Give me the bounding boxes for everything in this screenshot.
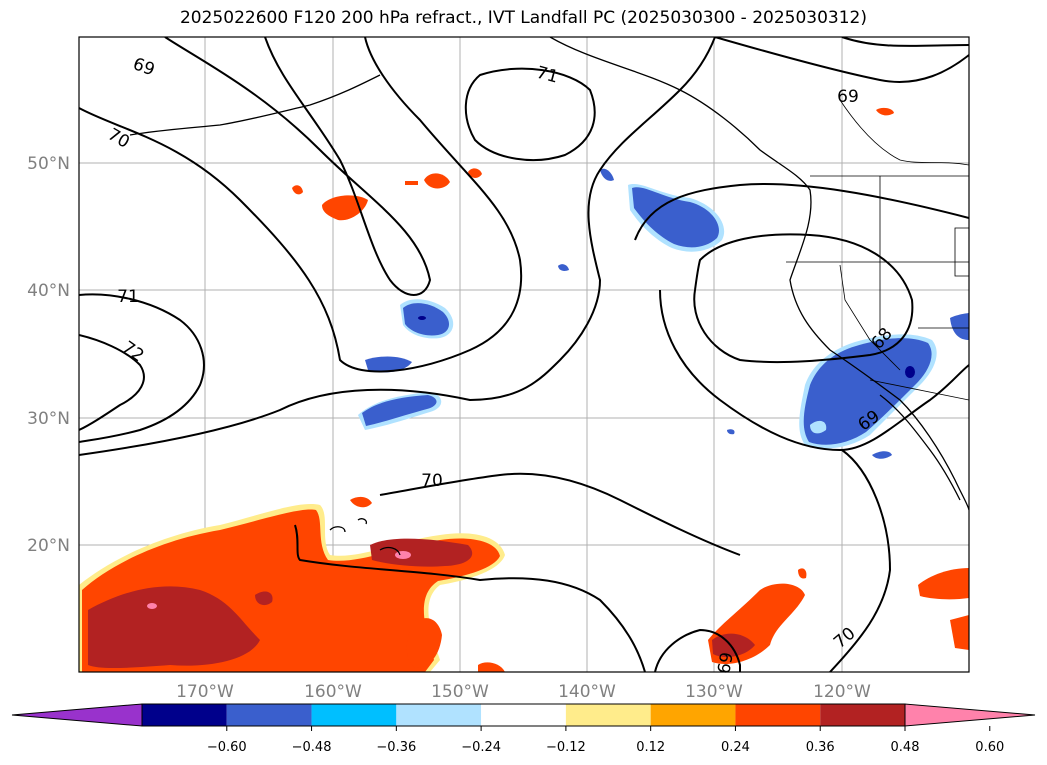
- contour-70-lower: [379, 472, 741, 556]
- map-title: 2025022600 F120 200 hPa refract., IVT La…: [179, 8, 867, 28]
- lon-label-120w: 120°W: [813, 682, 871, 702]
- contour-69-upper-left: [79, 37, 523, 373]
- colorbar-tick-label: −0.48: [292, 740, 332, 755]
- colorbar-tick-label: −0.24: [461, 740, 501, 755]
- contour-71-closed: [464, 67, 596, 161]
- lat-label-40n: 40°N: [27, 281, 70, 301]
- aleutian-coast: [129, 74, 381, 136]
- map-border: [78, 36, 970, 673]
- state-border-middle: [786, 261, 881, 330]
- latitude-labels: 50°N 40°N 30°N 20°N: [27, 154, 70, 556]
- contour-70-left: [164, 37, 432, 296]
- colorbar-tick-label: 0.48: [891, 740, 920, 755]
- colorbar-extend-low: [11, 703, 143, 727]
- colorbar-segment: [396, 704, 482, 726]
- contour-72-left: [79, 334, 145, 431]
- contour-70-lower-left: [294, 524, 646, 672]
- hawaii-islands: [329, 518, 401, 556]
- contour-label-69-b: 69: [837, 87, 859, 107]
- lon-label-130w: 130°W: [685, 682, 743, 702]
- contour-label-70-b: 70: [421, 471, 443, 491]
- lon-label-150w: 150°W: [431, 682, 489, 702]
- colorbar-segment: [565, 704, 651, 726]
- contour-69-bottom: [654, 628, 741, 672]
- colorbar: −0.60 −0.48 −0.36 −0.24 −0.12 0.12 0.24 0.36 0.4…: [11, 703, 1036, 755]
- lat-label-30n: 30°N: [27, 409, 70, 429]
- colorbar-segment: [735, 704, 821, 726]
- colorbar-segment: [142, 704, 227, 726]
- colorbar-segment: [650, 704, 736, 726]
- negative-anomaly-fills: [358, 168, 969, 459]
- north-america-west-coast: [549, 37, 969, 511]
- colorbar-tick-label: 0.60: [975, 740, 1004, 755]
- contour-70-top: [841, 37, 969, 47]
- colorbar-tick-label: −0.12: [546, 740, 586, 755]
- colorbar-tick-label: 0.12: [636, 740, 665, 755]
- us-mexico-border: [869, 379, 969, 401]
- colorbar-segment: [311, 704, 397, 726]
- colorbar-tick-label: 0.36: [806, 740, 835, 755]
- contour-label-69-d: 69: [714, 651, 737, 676]
- contour-69-top-right: [714, 37, 969, 83]
- contour-69-middle-right: [634, 183, 969, 241]
- colorbar-extend-high: [904, 703, 1036, 727]
- colorbar-segment: [226, 704, 312, 726]
- colorbar-segment: [820, 704, 905, 726]
- state-border-box: [954, 227, 969, 277]
- contour-70-bottom-right: [829, 449, 892, 672]
- canada-inland-line: [839, 99, 969, 166]
- colorbar-tick-label: −0.60: [207, 740, 247, 755]
- colorbar-outline: [141, 703, 906, 727]
- lat-label-20n: 20°N: [27, 536, 70, 556]
- positive-anomaly-fills: [79, 107, 969, 672]
- lon-label-160w: 160°W: [304, 682, 362, 702]
- refractivity-contours: [79, 37, 969, 672]
- colorbar-segment: [481, 704, 566, 726]
- longitude-labels: 170°W 160°W 150°W 140°W 130°W 120°W: [176, 682, 871, 702]
- coastlines: [129, 37, 969, 556]
- lon-label-170w: 170°W: [176, 682, 234, 702]
- lon-label-140w: 140°W: [558, 682, 616, 702]
- political-borders: [786, 99, 969, 401]
- contour-label-71-b: 71: [117, 287, 139, 307]
- contour-69-lower-right: [659, 289, 969, 452]
- state-border-california: [839, 264, 901, 371]
- colorbar-tick-label: 0.24: [721, 740, 750, 755]
- contour-70-middle: [79, 37, 716, 456]
- contour-68-closed: [693, 233, 914, 364]
- lat-label-50n: 50°N: [27, 154, 70, 174]
- baja-coast: [879, 394, 961, 501]
- colorbar-tick-label: −0.36: [376, 740, 416, 755]
- contour-71-left: [79, 293, 205, 443]
